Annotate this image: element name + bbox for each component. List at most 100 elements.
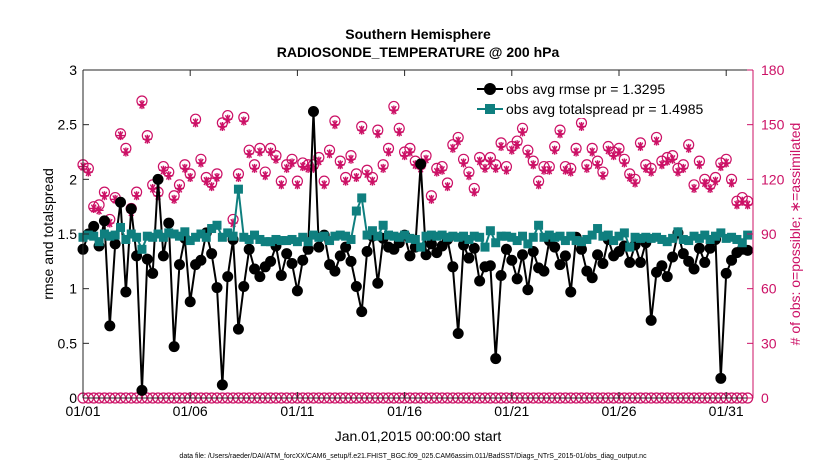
obs-assimilated-marker xyxy=(319,180,329,190)
obs-assimilated-marker xyxy=(362,169,372,179)
totalspread-point xyxy=(652,232,662,242)
totalspread-point xyxy=(357,193,367,203)
obs-assimilated-marker xyxy=(373,129,383,139)
rmse-point xyxy=(715,372,727,384)
rmse-point xyxy=(656,260,668,272)
y-left-tick-label: 1 xyxy=(69,281,77,297)
totalspread-point xyxy=(507,232,517,242)
totalspread-point xyxy=(496,231,506,241)
y-left-tick-label: 3 xyxy=(69,62,77,78)
totalspread-point xyxy=(625,242,635,252)
totalspread-point xyxy=(164,228,174,238)
x-axis-label: Jan.01,2015 00:00:00 start xyxy=(335,428,502,444)
obs-assimilated-marker xyxy=(646,167,656,177)
y-right-tick-label: 60 xyxy=(761,281,777,297)
totalspread-point xyxy=(641,232,651,242)
axis-layer: 01/01 01/06 01/11 01/16 01/21 01/26 01/31 0 0.5 1… xyxy=(58,62,785,419)
legend-spread-marker xyxy=(485,104,495,114)
rmse-point xyxy=(238,280,250,292)
totalspread-point xyxy=(410,234,420,244)
obs-assimilated-marker xyxy=(534,180,544,190)
obs-assimilated-marker xyxy=(710,176,720,186)
rmse-point xyxy=(704,242,716,254)
totalspread-point xyxy=(255,234,265,244)
obs-assimilated-marker xyxy=(330,120,340,130)
totalspread-point xyxy=(512,236,522,246)
totalspread-point xyxy=(185,236,195,246)
x-tick-label: 01/31 xyxy=(709,403,744,419)
obs-assimilated-marker xyxy=(442,182,452,192)
obs-assimilated-marker xyxy=(464,171,474,181)
rmse-point xyxy=(495,270,507,282)
rmse-point xyxy=(222,271,234,283)
rmse-point xyxy=(334,250,346,262)
obs-assimilated-marker xyxy=(721,158,731,168)
obs-assimilated-marker xyxy=(351,173,361,183)
totalspread-point xyxy=(314,232,324,242)
obs-assimilated-marker xyxy=(255,147,265,157)
totalspread-point xyxy=(614,231,624,241)
obs-assimilated-marker xyxy=(94,205,104,215)
totalspread-point xyxy=(83,230,93,240)
y-left-tick-label: 0 xyxy=(69,390,77,406)
totalspread-point xyxy=(416,242,426,252)
rmse-point xyxy=(645,314,657,326)
totalspread-point xyxy=(405,233,415,243)
obs-assimilated-marker xyxy=(662,156,672,166)
totalspread-point xyxy=(566,231,576,241)
totalspread-point xyxy=(174,231,184,241)
totalspread-point xyxy=(292,237,302,247)
rmse-point xyxy=(538,265,550,277)
obs-assimilated-marker xyxy=(341,176,351,186)
obs-assimilated-marker xyxy=(287,158,297,168)
totalspread-point xyxy=(378,220,388,230)
y-axis-left-label: rmse and totalspread xyxy=(40,168,56,300)
totalspread-point xyxy=(287,234,297,244)
totalspread-point xyxy=(603,230,613,240)
obs-assimilated-marker xyxy=(550,145,560,155)
totalspread-point xyxy=(303,237,313,247)
totalspread-point xyxy=(341,231,351,241)
obs-assimilated-marker xyxy=(132,191,142,201)
x-tick-label: 01/16 xyxy=(387,403,422,419)
totalspread-point xyxy=(523,239,533,249)
obs-assimilated-marker xyxy=(121,147,131,157)
rmse-point xyxy=(120,286,132,298)
totalspread-point xyxy=(335,230,345,240)
rmse-point xyxy=(661,271,673,283)
totalspread-point xyxy=(137,244,147,254)
obs-assimilated-marker xyxy=(325,149,335,159)
obs-assimilated-marker xyxy=(448,143,458,153)
obs-assimilated-marker xyxy=(518,127,528,137)
rmse-point xyxy=(361,245,373,257)
rmse-point xyxy=(329,265,341,277)
totalspread-point xyxy=(121,234,131,244)
rmse-point xyxy=(152,173,164,185)
obs-assimilated-marker xyxy=(174,183,184,193)
rmse-point xyxy=(693,242,705,254)
obs-assimilated-marker xyxy=(571,147,581,157)
obs-assimilated-marker xyxy=(743,200,753,210)
obs-assimilated-marker xyxy=(201,176,211,186)
rmse-point xyxy=(452,327,464,339)
obs-assimilated-marker xyxy=(652,136,662,146)
totalspread-point xyxy=(282,236,292,246)
y-right-tick-label: 120 xyxy=(761,171,785,187)
rmse-point xyxy=(345,255,357,267)
rmse-point xyxy=(249,263,261,275)
totalspread-point xyxy=(630,232,640,242)
totalspread-point xyxy=(598,231,608,241)
rmse-point xyxy=(184,296,196,308)
obs-assimilated-marker xyxy=(389,105,399,115)
rmse-point xyxy=(597,258,609,270)
legend-spread-label: obs avg totalspread pr = 1.4985 xyxy=(506,101,704,117)
rmse-point xyxy=(216,379,228,391)
obs-assimilated-marker xyxy=(614,147,624,157)
totalspread-point xyxy=(142,231,152,241)
totalspread-point xyxy=(217,232,227,242)
totalspread-point xyxy=(250,230,260,240)
totalspread-point xyxy=(437,230,447,240)
rmse-point xyxy=(677,248,689,260)
x-tick-label: 01/11 xyxy=(280,403,314,419)
rmse-point xyxy=(125,203,137,215)
